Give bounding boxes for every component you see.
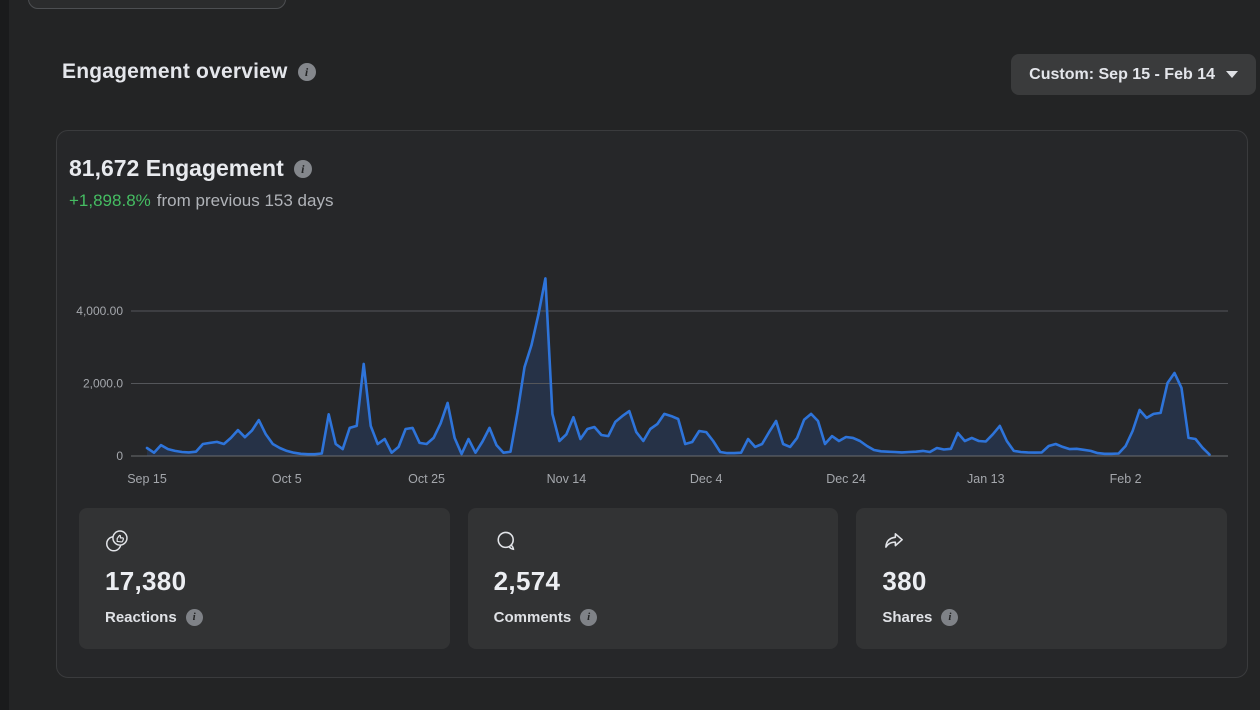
delta-text: from previous 153 days xyxy=(156,191,334,210)
engagement-total: 81,672 Engagement xyxy=(69,155,284,181)
shares-info-icon[interactable] xyxy=(941,609,959,626)
card-comments: 2,574 Comments xyxy=(467,508,839,649)
svg-text:Oct 5: Oct 5 xyxy=(272,472,302,486)
svg-text:2,000.0: 2,000.0 xyxy=(83,377,123,391)
engagement-chart: 0 2,000.0 4,000.00 Sep 15 Oct 5 Oct 25 Nov 14 D… xyxy=(76,277,1228,486)
overview-header: Engagement overview xyxy=(62,60,316,84)
svg-text:Nov 14: Nov 14 xyxy=(547,472,587,486)
svg-text:Oct 25: Oct 25 xyxy=(408,472,445,486)
card-label: Comments xyxy=(493,609,572,626)
comments-info-icon[interactable] xyxy=(580,609,598,626)
svg-text:4,000.00: 4,000.00 xyxy=(76,304,123,318)
metric-headline: 81,672 Engagement xyxy=(69,155,333,182)
shares-icon xyxy=(882,529,906,553)
title-info-icon[interactable] xyxy=(297,63,316,81)
reactions-info-icon[interactable] xyxy=(185,609,203,626)
metric-block: 81,672 Engagement +1,898.8% from previous… xyxy=(69,155,333,211)
svg-text:Dec 4: Dec 4 xyxy=(690,472,723,486)
card-shares: 380 Shares xyxy=(856,508,1228,649)
card-value: 17,380 xyxy=(105,566,187,596)
svg-text:Feb 2: Feb 2 xyxy=(1110,472,1142,486)
delta-percent: +1,898.8% xyxy=(69,191,151,210)
svg-text:Dec 24: Dec 24 xyxy=(826,472,866,486)
card-label: Shares xyxy=(882,609,933,626)
top-partial-tab[interactable] xyxy=(28,0,286,9)
left-edge-strip xyxy=(0,0,9,710)
engagement-info-icon[interactable] xyxy=(293,159,312,178)
svg-text:Jan 13: Jan 13 xyxy=(967,472,1005,486)
card-value: 2,574 xyxy=(493,566,561,596)
card-reactions: 17,380 Reactions xyxy=(79,508,450,649)
date-range-button[interactable]: Custom: Sep 15 - Feb 14 xyxy=(1011,54,1256,95)
engagement-panel: 81,672 Engagement +1,898.8% from previous… xyxy=(56,130,1248,678)
chevron-down-icon xyxy=(1226,71,1238,78)
metric-cards: 17,380 Reactions 2,574 Comments xyxy=(79,508,1228,649)
card-label: Reactions xyxy=(105,609,177,626)
comments-icon xyxy=(494,529,518,553)
page-title: Engagement overview xyxy=(62,60,288,83)
svg-text:0: 0 xyxy=(116,449,123,463)
reactions-icon xyxy=(105,529,129,553)
delta-line: +1,898.8% from previous 153 days xyxy=(69,191,333,211)
date-range-label: Custom: Sep 15 - Feb 14 xyxy=(1029,65,1215,83)
svg-text:Sep 15: Sep 15 xyxy=(127,472,167,486)
card-value: 380 xyxy=(882,566,927,596)
